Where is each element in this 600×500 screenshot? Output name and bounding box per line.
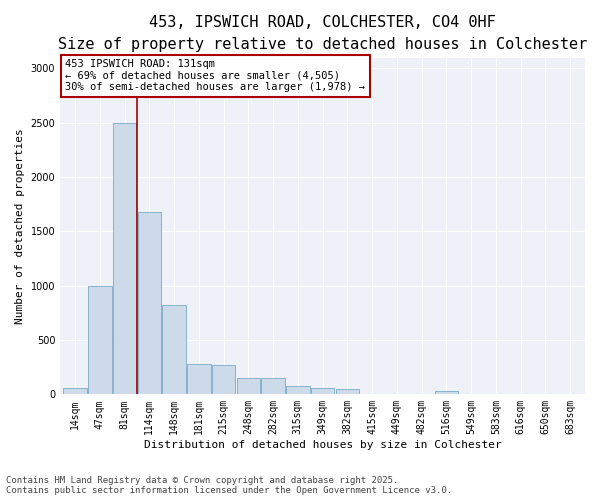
Bar xyxy=(236,378,260,394)
Bar xyxy=(187,364,211,394)
Bar xyxy=(137,212,161,394)
Bar xyxy=(212,365,235,394)
Bar xyxy=(162,305,186,394)
Bar xyxy=(286,386,310,394)
Text: 453 IPSWICH ROAD: 131sqm
← 69% of detached houses are smaller (4,505)
30% of sem: 453 IPSWICH ROAD: 131sqm ← 69% of detach… xyxy=(65,59,365,92)
Bar xyxy=(88,286,112,395)
Title: 453, IPSWICH ROAD, COLCHESTER, CO4 0HF
Size of property relative to detached hou: 453, IPSWICH ROAD, COLCHESTER, CO4 0HF S… xyxy=(58,15,587,52)
Bar xyxy=(262,378,285,394)
Text: Contains HM Land Registry data © Crown copyright and database right 2025.
Contai: Contains HM Land Registry data © Crown c… xyxy=(6,476,452,495)
Bar xyxy=(311,388,334,394)
X-axis label: Distribution of detached houses by size in Colchester: Distribution of detached houses by size … xyxy=(144,440,502,450)
Bar xyxy=(113,122,136,394)
Y-axis label: Number of detached properties: Number of detached properties xyxy=(15,128,25,324)
Bar xyxy=(434,390,458,394)
Bar xyxy=(335,389,359,394)
Bar xyxy=(63,388,87,394)
